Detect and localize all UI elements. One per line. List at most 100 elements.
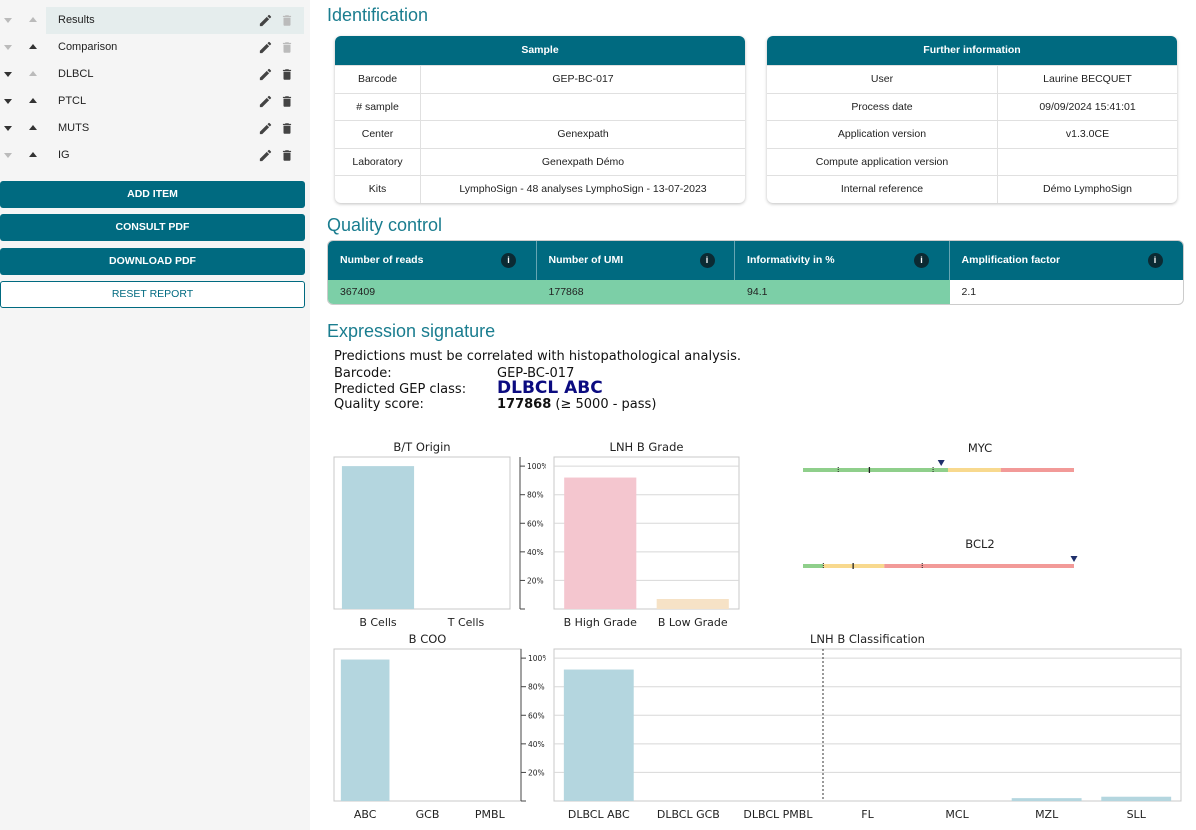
reset-report-button[interactable]: RESET REPORT xyxy=(0,281,305,308)
qc-header-amplification: Amplification factor i xyxy=(950,241,1183,280)
info-label: User xyxy=(767,66,998,93)
sidebar: Results Comparison DLBCL PTCL MUTS IG ADD ITE… xyxy=(0,0,310,830)
gauge-segment xyxy=(803,564,824,568)
qc-header-label: Informativity in % xyxy=(747,254,835,266)
info-icon[interactable]: i xyxy=(1147,253,1163,268)
move-down-icon[interactable] xyxy=(4,72,12,77)
download-pdf-button[interactable]: DOWNLOAD PDF xyxy=(0,248,305,275)
delete-icon[interactable] xyxy=(280,67,294,82)
barcode-label: Barcode: xyxy=(334,366,392,381)
bar-b-cells xyxy=(341,466,415,609)
info-value: Genexpath xyxy=(557,128,609,141)
quality-score-label: Quality score: xyxy=(334,397,424,412)
x-tick-label: PMBL xyxy=(475,808,506,821)
nav-item-results[interactable]: Results xyxy=(0,7,310,34)
delete-icon[interactable] xyxy=(280,40,294,55)
bar-b-high-grade xyxy=(564,477,637,609)
edit-icon[interactable] xyxy=(258,148,273,163)
info-value xyxy=(421,94,745,121)
move-up-icon[interactable] xyxy=(29,71,37,76)
info-label: Kits xyxy=(335,176,421,203)
chart-frame xyxy=(553,648,1182,802)
info-value: Démo LymphoSign xyxy=(1043,183,1132,196)
bar-b-low-grade xyxy=(656,598,729,609)
y-tick-label: 100% xyxy=(527,462,546,471)
move-down-icon[interactable] xyxy=(4,153,12,158)
gauge-segment xyxy=(947,468,1001,472)
gauge-segment xyxy=(1000,468,1074,472)
info-row: Kits LymphoSign - 48 analyses LymphoSign … xyxy=(335,175,745,203)
move-up-icon[interactable] xyxy=(29,44,37,49)
move-up-icon[interactable] xyxy=(29,17,37,22)
x-tick-label: B Cells xyxy=(359,616,397,629)
further-info-table: User Laurine BECQUET Process date 09/09/202… xyxy=(767,65,1177,203)
chart-title: LNH B Classification xyxy=(810,632,925,646)
delete-icon[interactable] xyxy=(280,148,294,163)
y-tick-label: 100% xyxy=(528,654,546,663)
delete-icon[interactable] xyxy=(280,121,294,136)
bar-dlbcl-abc xyxy=(563,669,634,801)
nav-item-dlbcl[interactable]: DLBCL xyxy=(0,61,310,88)
info-label: Laboratory xyxy=(335,148,421,176)
edit-icon[interactable] xyxy=(258,121,273,136)
move-down-icon[interactable] xyxy=(4,126,12,131)
info-value xyxy=(998,149,1177,176)
consult-pdf-button[interactable]: CONSULT PDF xyxy=(0,214,305,241)
nav-item-label: PTCL xyxy=(58,95,87,107)
info-icon[interactable]: i xyxy=(914,253,930,268)
qc-header-umi: Number of UMI i xyxy=(537,241,736,280)
move-down-icon[interactable] xyxy=(4,99,12,104)
qc-header-reads: Number of reads i xyxy=(328,241,537,280)
sample-card: Sample Barcode GEP-BC-017 # sample Center Ge… xyxy=(335,36,745,203)
edit-icon[interactable] xyxy=(258,67,273,82)
info-icon[interactable]: i xyxy=(501,253,516,268)
sample-table: Barcode GEP-BC-017 # sample Center Genexpath… xyxy=(335,65,745,203)
bar-mzl xyxy=(1011,798,1082,801)
info-label: Internal reference xyxy=(767,176,998,203)
move-down-icon[interactable] xyxy=(4,18,12,23)
y-tick-label: 20% xyxy=(528,768,545,777)
edit-icon[interactable] xyxy=(258,40,273,55)
lnh-b-grade-chart: LNH B Grade B High Grade B Low Grade xyxy=(553,440,740,629)
info-icon[interactable]: i xyxy=(699,253,715,268)
delete-icon[interactable] xyxy=(280,94,294,109)
bt-origin-chart: B/T Origin B Cells T Cells 20% 40% 60% 80% 100% xyxy=(333,440,546,629)
y-tick-label: 80% xyxy=(528,683,545,692)
further-info-card-header: Further information xyxy=(767,36,1177,65)
edit-icon[interactable] xyxy=(258,13,273,28)
info-row: Application version v1.3.0CE xyxy=(767,120,1177,148)
x-tick-label: ABC xyxy=(354,808,377,821)
info-value: LymphoSign - 48 analyses LymphoSign - 13… xyxy=(459,183,707,196)
further-info-card: Further information User Laurine BECQUET P… xyxy=(767,36,1177,203)
expression-signature-title: Expression signature xyxy=(327,321,496,341)
gauge-marker xyxy=(1070,556,1078,562)
x-tick-label: DLBCL GCB xyxy=(657,808,720,821)
move-up-icon[interactable] xyxy=(29,152,37,157)
info-value: 09/09/2024 15:41:01 xyxy=(1039,100,1136,113)
move-up-icon[interactable] xyxy=(29,98,37,103)
gauge-segment xyxy=(823,564,885,568)
x-tick-label: SLL xyxy=(1127,808,1147,821)
myc-gauge: MYC xyxy=(803,441,1074,473)
add-item-button[interactable]: ADD ITEM xyxy=(0,181,305,208)
chart-title: LNH B Grade xyxy=(610,440,684,454)
qc-value-amplification: 2.1 xyxy=(961,286,977,298)
quality-score-note: (≥ 5000 - pass) xyxy=(555,397,657,412)
qc-value-informativity: 94.1 xyxy=(735,280,950,304)
qc-header-label: Number of UMI xyxy=(548,254,624,266)
nav-item-comparison[interactable]: Comparison xyxy=(0,34,310,61)
bcl2-gauge: BCL2 xyxy=(803,537,1078,569)
delete-icon[interactable] xyxy=(280,13,294,28)
y-tick-label: 60% xyxy=(528,711,545,720)
active-highlight xyxy=(46,7,304,34)
x-tick-label: FL xyxy=(861,808,874,821)
x-tick-label: GCB xyxy=(416,808,440,821)
x-tick-label: MZL xyxy=(1035,808,1059,821)
move-down-icon[interactable] xyxy=(4,45,12,50)
nav-item-ptcl[interactable]: PTCL xyxy=(0,88,310,115)
edit-icon[interactable] xyxy=(258,94,273,109)
move-up-icon[interactable] xyxy=(29,125,37,130)
predicted-class-label: Predicted GEP class: xyxy=(334,382,467,397)
nav-item-muts[interactable]: MUTS xyxy=(0,115,310,142)
nav-item-ig[interactable]: IG xyxy=(0,142,310,169)
